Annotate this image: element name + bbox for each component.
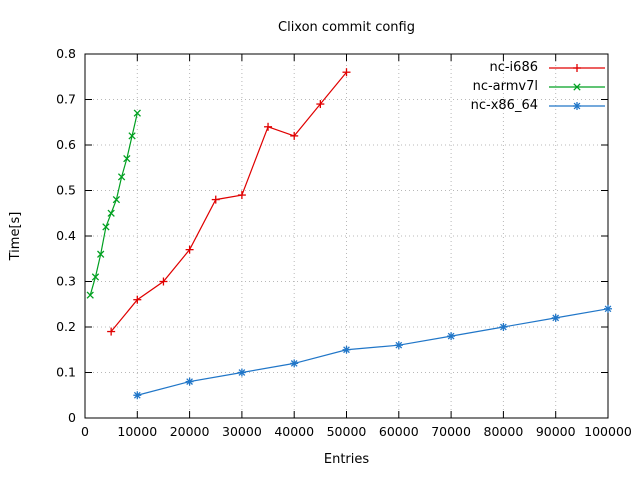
asterisk-marker-icon: [290, 359, 299, 368]
plus-marker-icon: [211, 195, 220, 204]
cross-marker-icon: [128, 132, 136, 140]
y-tick-label: 0: [68, 410, 76, 425]
legend-label-nc-x86_64: nc-x86_64: [470, 98, 538, 113]
asterisk-marker-icon: [185, 377, 194, 386]
y-tick-label: 0.3: [56, 274, 76, 289]
y-tick-label: 0.6: [56, 137, 76, 152]
plus-marker-icon: [237, 191, 246, 200]
x-tick-label: 50000: [327, 424, 367, 439]
asterisk-marker-icon: [447, 332, 456, 341]
x-tick-label: 40000: [274, 424, 314, 439]
y-tick-label: 0.1: [56, 365, 76, 380]
legend-sample-nc-i686: [549, 63, 605, 72]
cross-marker-icon: [102, 223, 110, 231]
series-line-nc-armv7l: [89, 113, 138, 296]
asterisk-marker-icon: [394, 341, 403, 350]
x-tick-label: 70000: [431, 424, 471, 439]
cross-marker-icon: [133, 109, 141, 117]
plus-marker-icon: [185, 245, 194, 254]
asterisk-marker-icon: [551, 313, 560, 322]
plus-marker-icon: [264, 122, 273, 131]
y-tick-label: 0.7: [56, 92, 76, 107]
series-line-nc-x86_64: [137, 308, 609, 396]
plus-marker-icon: [107, 327, 116, 336]
asterisk-marker-icon: [573, 101, 581, 110]
cross-marker-icon: [91, 273, 100, 281]
x-tick-label: 100000: [584, 424, 632, 439]
legend-item-nc-armv7l: nc-armv7l: [473, 79, 606, 94]
plus-marker-icon: [573, 63, 581, 72]
legend-item-nc-x86_64: nc-x86_64: [471, 98, 606, 113]
cross-marker-icon: [573, 82, 581, 91]
x-tick-label: 20000: [170, 424, 210, 439]
legend-sample-nc-armv7l: [549, 82, 605, 91]
y-tick-label: 0.4: [56, 228, 76, 243]
asterisk-marker-icon: [342, 345, 351, 354]
legend: nc-i686 nc-armv7l nc-x86_64: [471, 60, 606, 113]
x-tick-label: 10000: [117, 424, 157, 439]
asterisk-marker-icon: [133, 391, 142, 400]
legend-item-nc-i686: nc-i686: [489, 60, 606, 75]
x-tick-label: 90000: [536, 424, 576, 439]
y-tick-label: 0.5: [56, 183, 76, 198]
plus-marker-icon: [133, 295, 142, 304]
plus-marker-icon: [159, 277, 168, 286]
plus-marker-icon: [342, 68, 351, 77]
y-tick-label: 0.2: [56, 319, 76, 334]
x-tick-label: 30000: [222, 424, 262, 439]
cross-marker-icon: [97, 250, 105, 258]
asterisk-marker-icon: [499, 323, 508, 331]
cross-marker-icon: [86, 291, 94, 299]
plus-marker-icon: [290, 131, 299, 140]
legend-label-nc-armv7l: nc-armv7l: [472, 79, 538, 94]
legend-label-nc-i686: nc-i686: [489, 60, 538, 75]
series-line-nc-i686: [110, 71, 347, 332]
cross-marker-icon: [117, 173, 126, 181]
cross-marker-icon: [107, 209, 115, 217]
x-axis-label: Entries: [323, 452, 370, 467]
cross-marker-icon: [123, 154, 131, 163]
asterisk-marker-icon: [604, 304, 612, 313]
legend-sample-nc-x86_64: [549, 101, 605, 110]
x-tick-label: 80000: [484, 424, 524, 439]
chart-title: Clixon commit config: [278, 20, 415, 35]
x-tick-label: 60000: [379, 424, 419, 439]
x-tick-label: 0: [81, 424, 89, 439]
plot-border: [84, 53, 609, 419]
plus-marker-icon: [316, 100, 325, 109]
asterisk-marker-icon: [237, 368, 246, 377]
cross-marker-icon: [112, 195, 121, 204]
y-tick-label: 0.8: [56, 46, 76, 61]
